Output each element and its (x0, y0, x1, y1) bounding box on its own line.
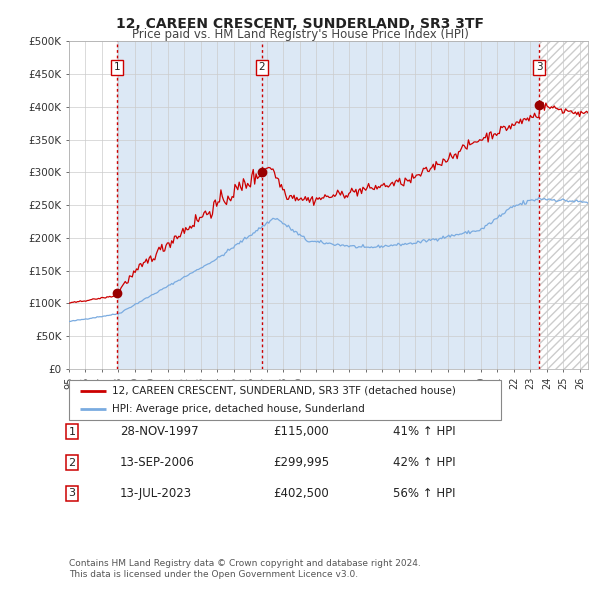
Text: 3: 3 (536, 63, 542, 73)
Text: 1: 1 (113, 63, 120, 73)
Text: £299,995: £299,995 (273, 456, 329, 469)
Bar (262, 41, 539, 369)
Text: 13-JUL-2023: 13-JUL-2023 (120, 487, 192, 500)
Text: 3: 3 (68, 489, 76, 498)
Text: 2: 2 (259, 63, 265, 73)
Text: £115,000: £115,000 (273, 425, 329, 438)
Text: 12, CAREEN CRESCENT, SUNDERLAND, SR3 3TF: 12, CAREEN CRESCENT, SUNDERLAND, SR3 3TF (116, 17, 484, 31)
Bar (539, 41, 588, 369)
Bar (117, 41, 262, 369)
Text: 12, CAREEN CRESCENT, SUNDERLAND, SR3 3TF (detached house): 12, CAREEN CRESCENT, SUNDERLAND, SR3 3TF… (112, 386, 456, 396)
Text: HPI: Average price, detached house, Sunderland: HPI: Average price, detached house, Sund… (112, 404, 365, 414)
FancyBboxPatch shape (69, 380, 501, 420)
Text: 41% ↑ HPI: 41% ↑ HPI (393, 425, 455, 438)
Text: £402,500: £402,500 (273, 487, 329, 500)
Text: Price paid vs. HM Land Registry's House Price Index (HPI): Price paid vs. HM Land Registry's House … (131, 28, 469, 41)
Text: Contains HM Land Registry data © Crown copyright and database right 2024.
This d: Contains HM Land Registry data © Crown c… (69, 559, 421, 579)
Text: 1: 1 (68, 427, 76, 437)
Text: 56% ↑ HPI: 56% ↑ HPI (393, 487, 455, 500)
Text: 13-SEP-2006: 13-SEP-2006 (120, 456, 195, 469)
Text: 42% ↑ HPI: 42% ↑ HPI (393, 456, 455, 469)
Text: 2: 2 (68, 458, 76, 467)
Text: 28-NOV-1997: 28-NOV-1997 (120, 425, 199, 438)
